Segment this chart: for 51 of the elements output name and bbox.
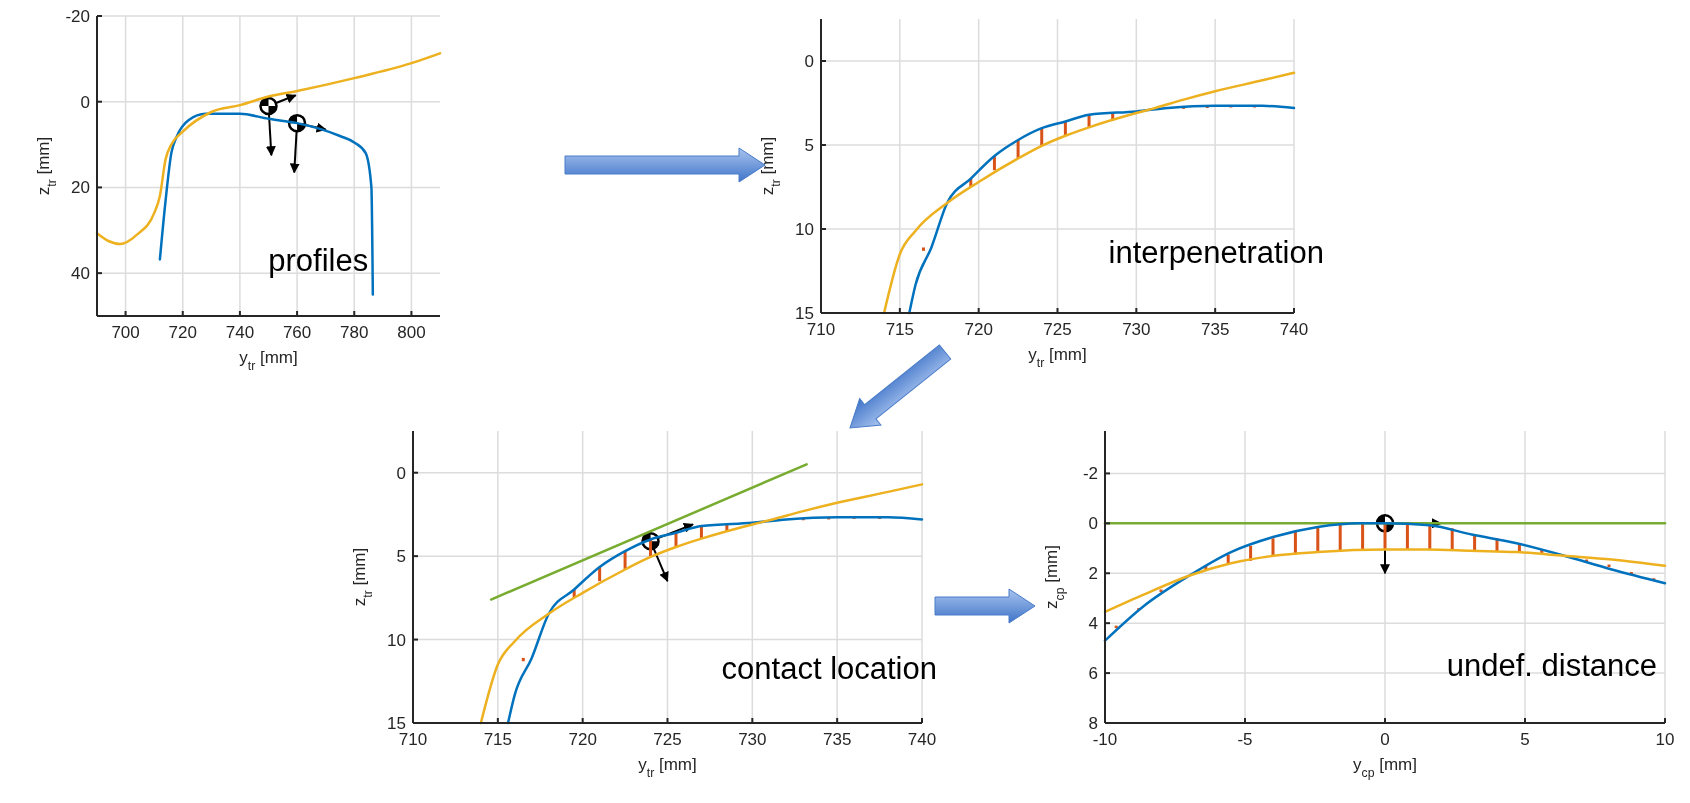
y-tick-label: 10 [387, 630, 406, 650]
x-tick-label: 715 [483, 730, 513, 749]
x-tick-label: 10 [1655, 730, 1675, 749]
x-tick-label: 780 [340, 323, 369, 342]
x-tick-label: -5 [1237, 730, 1253, 749]
x-axis-title: y$_{tr}$ [mm] [239, 348, 298, 373]
y-tick-label: 0 [1088, 514, 1098, 534]
y-tick-label: 2 [1088, 564, 1098, 584]
annotation: contact location [721, 651, 937, 687]
y-tick-label: -20 [65, 7, 90, 26]
x-tick-label: 720 [964, 320, 993, 339]
y-tick-label: 8 [1088, 714, 1098, 733]
annotation: profiles [268, 243, 369, 278]
x-tick-label: 720 [568, 730, 597, 749]
y-tick-label: 40 [71, 264, 90, 284]
x-tick-label: 725 [653, 730, 682, 749]
y-tick-label: 0 [804, 52, 814, 71]
x-tick-label: 740 [225, 323, 255, 342]
annotation: interpenetration [1108, 235, 1324, 271]
annotation: undef. distance [1446, 648, 1657, 684]
y-tick-label: 20 [71, 178, 90, 198]
y-tick-label: 4 [1088, 614, 1098, 634]
x-tick-label: 710 [398, 730, 428, 749]
y-tick-label: 5 [396, 547, 406, 567]
x-tick-label: 720 [168, 323, 197, 342]
y-tick-label: 5 [804, 136, 814, 155]
x-tick-label: 710 [806, 320, 836, 339]
x-tick-label: 735 [822, 730, 852, 749]
x-tick-label: 0 [1380, 730, 1390, 749]
x-tick-label: -10 [1092, 730, 1118, 749]
x-axis-title: y$_{tr}$ [mm] [638, 755, 697, 780]
x-tick-label: 5 [1520, 730, 1530, 749]
y-tick-label: 15 [387, 714, 406, 733]
y-tick-label: 10 [795, 220, 814, 239]
x-tick-label: 700 [111, 323, 140, 342]
x-tick-label: 740 [907, 730, 937, 749]
y-tick-label: 15 [795, 304, 814, 323]
x-tick-label: 735 [1200, 320, 1230, 339]
x-tick-label: 760 [282, 323, 312, 342]
x-tick-label: 715 [885, 320, 915, 339]
x-tick-label: 725 [1043, 320, 1072, 339]
x-tick-label: 740 [1279, 320, 1309, 339]
x-tick-label: 730 [1122, 320, 1151, 339]
y-tick-label: -2 [1082, 464, 1098, 484]
y-tick-label: 0 [80, 92, 90, 112]
x-axis-title: y$_{cp}$ [mm] [1353, 755, 1417, 780]
y-tick-label: 0 [396, 463, 406, 483]
x-axis-title: y$_{tr}$ [mm] [1028, 345, 1087, 370]
x-tick-label: 730 [738, 730, 767, 749]
y-tick-label: 6 [1088, 664, 1098, 684]
x-tick-label: 800 [397, 323, 426, 342]
